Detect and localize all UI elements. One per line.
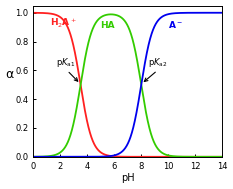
Text: HA: HA	[100, 21, 115, 30]
X-axis label: pH: pH	[121, 174, 135, 184]
Text: H$_2$A$^+$: H$_2$A$^+$	[50, 17, 76, 30]
Text: p$K_{\mathregular{a2}}$: p$K_{\mathregular{a2}}$	[148, 56, 168, 69]
Text: p$K_{\mathregular{a1}}$: p$K_{\mathregular{a1}}$	[56, 56, 75, 69]
Text: A$^-$: A$^-$	[168, 19, 182, 30]
Y-axis label: α: α	[6, 68, 14, 81]
